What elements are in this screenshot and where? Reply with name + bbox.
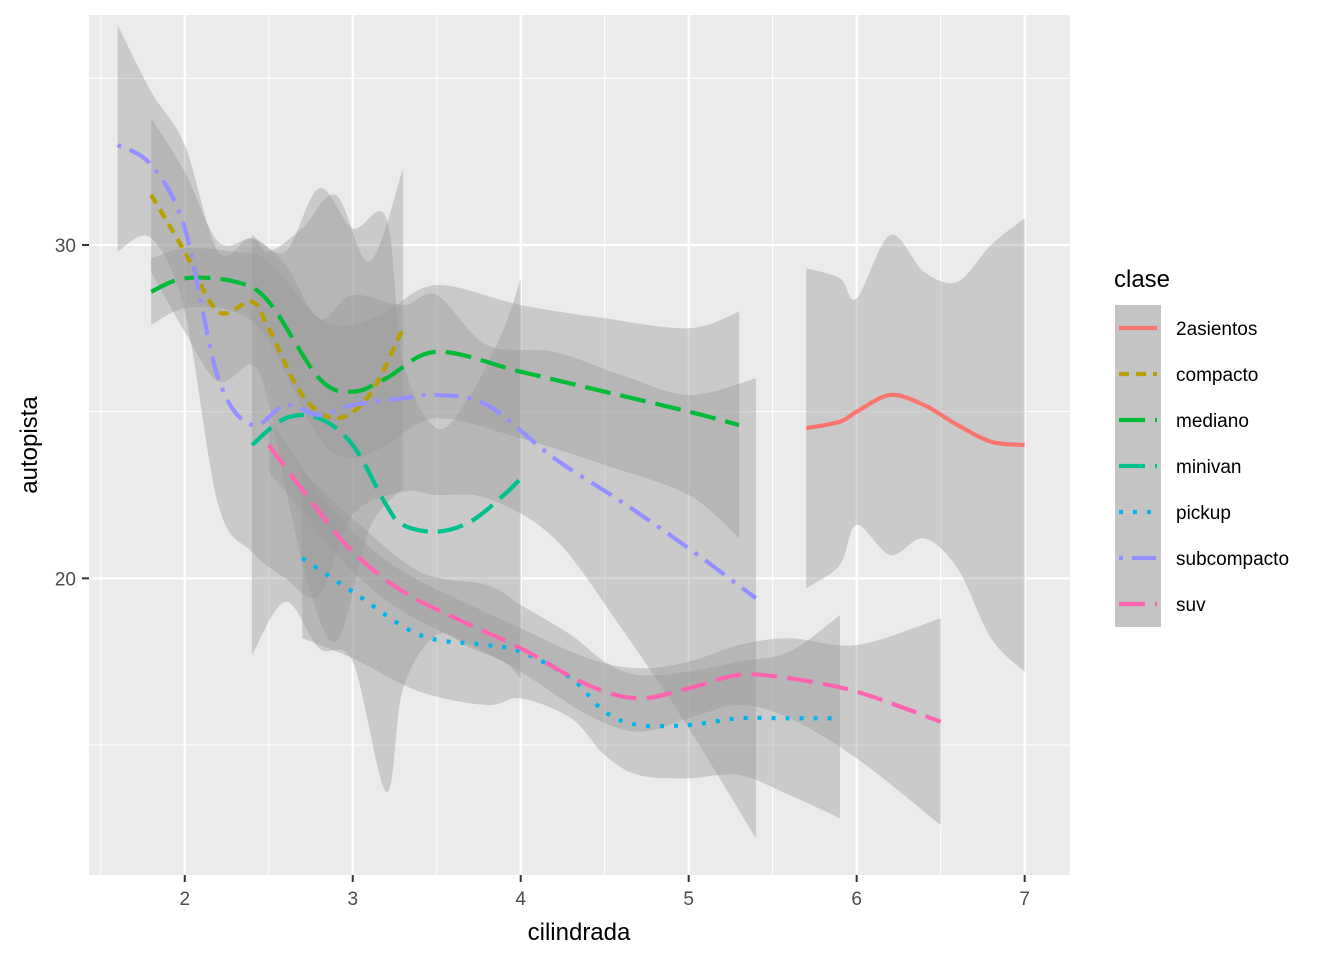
y-tick-label: 30 [55, 236, 76, 257]
confidence-ribbons [117, 25, 1025, 839]
axes: 2 3 4 5 6 7 20 30 [55, 236, 1030, 910]
legend-label-suv: suv [1176, 595, 1206, 616]
x-tick-label: 5 [683, 889, 694, 910]
x-axis-title: cilindrada [528, 919, 631, 946]
series-lines [116, 143, 1025, 729]
line-pickup [301, 556, 840, 729]
ribbon-mediano [151, 248, 740, 539]
x-tick-label: 2 [179, 889, 190, 910]
y-axis-title: autopista [16, 396, 43, 494]
x-tick-label: 3 [347, 889, 358, 910]
line-2asientos [805, 392, 1025, 448]
legend-label-pickup: pickup [1176, 503, 1231, 524]
line-compacto [149, 193, 405, 421]
line-mediano [150, 275, 740, 428]
line-suv [267, 443, 942, 724]
ribbon-2asientos [806, 218, 1025, 672]
line-subcompacto [116, 143, 758, 600]
line-minivan [250, 412, 523, 534]
y-tick-label: 20 [55, 569, 76, 590]
legend-label-mediano: mediano [1176, 411, 1249, 432]
legend-label-subcompacto: subcompacto [1176, 549, 1289, 570]
ribbon-minivan [251, 188, 521, 792]
ribbon-subcompacto [117, 25, 756, 839]
legend-label-minivan: minivan [1176, 457, 1241, 478]
ribbon-compacto [151, 118, 404, 643]
x-tick-label: 7 [1019, 889, 1030, 910]
legend-label-2asientos: 2asientos [1176, 319, 1257, 340]
ribbon-pickup [302, 471, 840, 819]
legend-label-compacto: compacto [1176, 365, 1258, 386]
x-tick-label: 6 [851, 889, 862, 910]
x-tick-label: 4 [515, 889, 526, 910]
legend: clase 2asientos compacto mediano minivan pic… [1114, 266, 1289, 627]
legend-title: clase [1114, 266, 1170, 293]
